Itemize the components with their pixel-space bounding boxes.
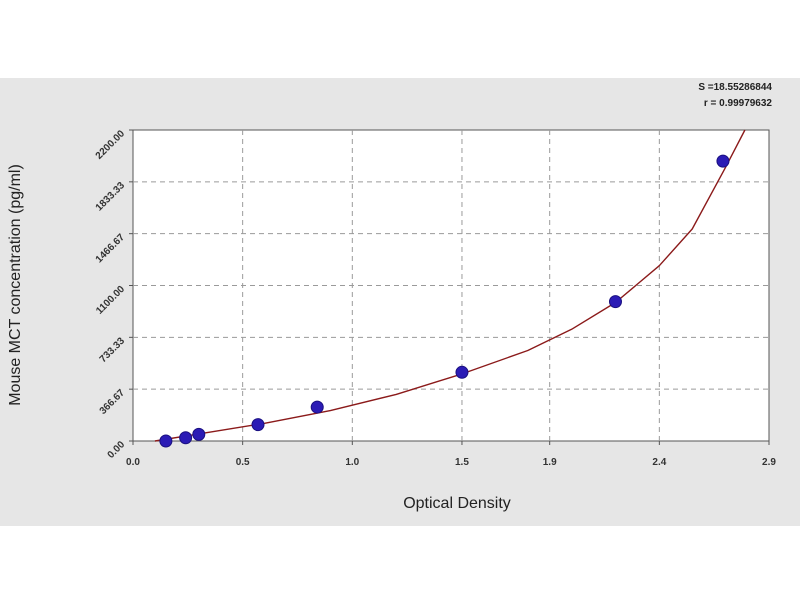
y-tick-label: 733.33 [98, 335, 128, 365]
data-point [179, 431, 193, 445]
fit-curve [154, 129, 746, 442]
s-statistic: S =18.55286844 [698, 82, 772, 93]
point-layer [159, 154, 730, 448]
x-tick-label: 2.9 [762, 457, 776, 468]
grid-layer [133, 130, 769, 441]
x-tick-label: 1.9 [543, 457, 557, 468]
data-point [608, 295, 622, 309]
x-tick-label: 1.5 [455, 457, 469, 468]
x-tick-label: 0.5 [236, 457, 250, 468]
y-axis-title: Mouse MCT concentration (pg/ml) [7, 164, 24, 406]
data-point [192, 427, 206, 441]
x-axis-title: Optical Density [403, 495, 511, 512]
y-tick-label: 0.00 [106, 439, 128, 461]
r-statistic: r = 0.99979632 [704, 98, 773, 109]
y-tick-label: 1833.33 [94, 180, 128, 214]
y-tick-label: 1100.00 [94, 284, 127, 317]
x-tick-label: 1.0 [345, 457, 359, 468]
x-tick-label: 2.4 [652, 457, 666, 468]
data-point [455, 365, 469, 379]
data-point [159, 434, 173, 448]
data-point [310, 400, 324, 414]
data-point [251, 418, 265, 432]
y-tick-label: 2200.00 [94, 128, 128, 162]
data-point [716, 154, 730, 168]
x-tick-label: 0.0 [126, 457, 140, 468]
y-tick-label: 1466.67 [94, 232, 128, 266]
y-tick-label: 366.67 [98, 387, 128, 417]
curve-layer [154, 129, 746, 442]
